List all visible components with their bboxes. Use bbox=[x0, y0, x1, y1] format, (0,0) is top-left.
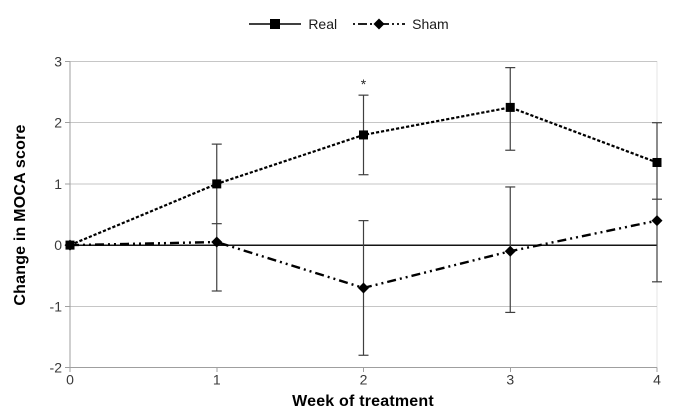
x-tick-label: 1 bbox=[213, 372, 221, 388]
legend-item-sham: Sham bbox=[352, 16, 449, 32]
y-tick-label: -1 bbox=[50, 298, 63, 314]
y-tick-label: 3 bbox=[54, 54, 62, 70]
y-axis-title: Change in MOCA score bbox=[12, 124, 29, 306]
legend-label-sham: Sham bbox=[412, 16, 449, 32]
x-tick-label: 0 bbox=[66, 372, 74, 388]
real-marker bbox=[652, 157, 662, 167]
y-tick-label: 2 bbox=[54, 115, 62, 131]
sham-marker bbox=[358, 282, 369, 294]
legend-item-real: Real bbox=[248, 16, 337, 32]
x-tick-label: 3 bbox=[506, 372, 514, 388]
x-tick-label: 2 bbox=[360, 372, 368, 388]
significance-asterisk: * bbox=[361, 76, 367, 92]
sham-series-swatch-icon bbox=[353, 18, 406, 30]
sham-marker bbox=[211, 236, 223, 248]
real-marker bbox=[505, 102, 515, 112]
real-marker bbox=[359, 130, 368, 140]
real-series-swatch-icon bbox=[249, 19, 302, 29]
y-tick-label: 1 bbox=[54, 176, 62, 192]
y-tick-label: -2 bbox=[50, 360, 63, 376]
real-marker bbox=[65, 240, 75, 250]
sham-marker bbox=[504, 245, 516, 257]
x-tick-label: 4 bbox=[653, 372, 661, 388]
sham-marker bbox=[651, 215, 663, 227]
y-tick-label: 0 bbox=[54, 237, 62, 253]
legend: Real Sham bbox=[0, 16, 681, 32]
legend-label-real: Real bbox=[308, 16, 338, 32]
x-axis-title: Week of treatment bbox=[292, 393, 434, 410]
real-marker bbox=[212, 179, 222, 189]
